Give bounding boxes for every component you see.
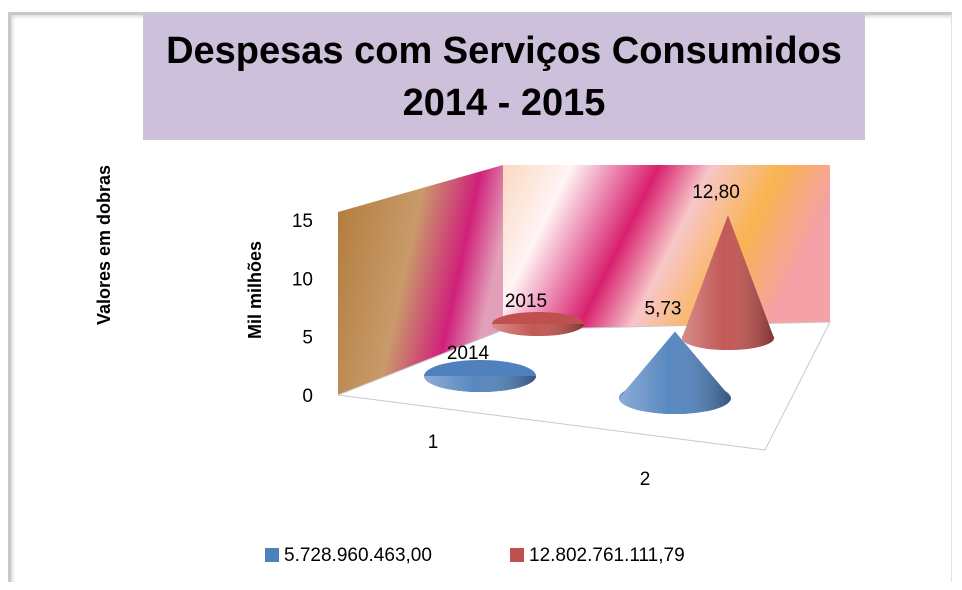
y-tick-label: 10 bbox=[292, 269, 313, 290]
legend-swatch bbox=[510, 548, 524, 562]
outer-axis-label: Valores em dobras bbox=[94, 165, 114, 325]
legend-label: 5.728.960.463,00 bbox=[284, 545, 432, 566]
data-label: 5,73 bbox=[645, 299, 682, 320]
y-axis-label: Mil milhões bbox=[245, 241, 265, 339]
cone-shade bbox=[682, 215, 774, 350]
data-label: 12,80 bbox=[692, 182, 740, 203]
chart-title: Despesas com Serviços Consumidos 2014 - … bbox=[143, 15, 865, 140]
data-label: 2015 bbox=[505, 291, 547, 312]
frame bbox=[8, 12, 952, 582]
x-tick-label: 2 bbox=[640, 469, 651, 490]
cone-shade bbox=[619, 331, 731, 414]
legend-label: 12.802.761.111,79 bbox=[529, 545, 685, 566]
x-tick-label: 1 bbox=[428, 432, 439, 453]
y-tick-label: 15 bbox=[292, 211, 313, 232]
legend-swatch bbox=[265, 548, 279, 562]
left-wall bbox=[338, 165, 503, 395]
cone-shade bbox=[492, 323, 584, 336]
cone-shade bbox=[424, 375, 536, 392]
y-tick-label: 0 bbox=[302, 386, 313, 407]
floor bbox=[337, 321, 831, 451]
data-label: 2014 bbox=[447, 343, 490, 364]
y-tick-label: 5 bbox=[302, 328, 313, 349]
